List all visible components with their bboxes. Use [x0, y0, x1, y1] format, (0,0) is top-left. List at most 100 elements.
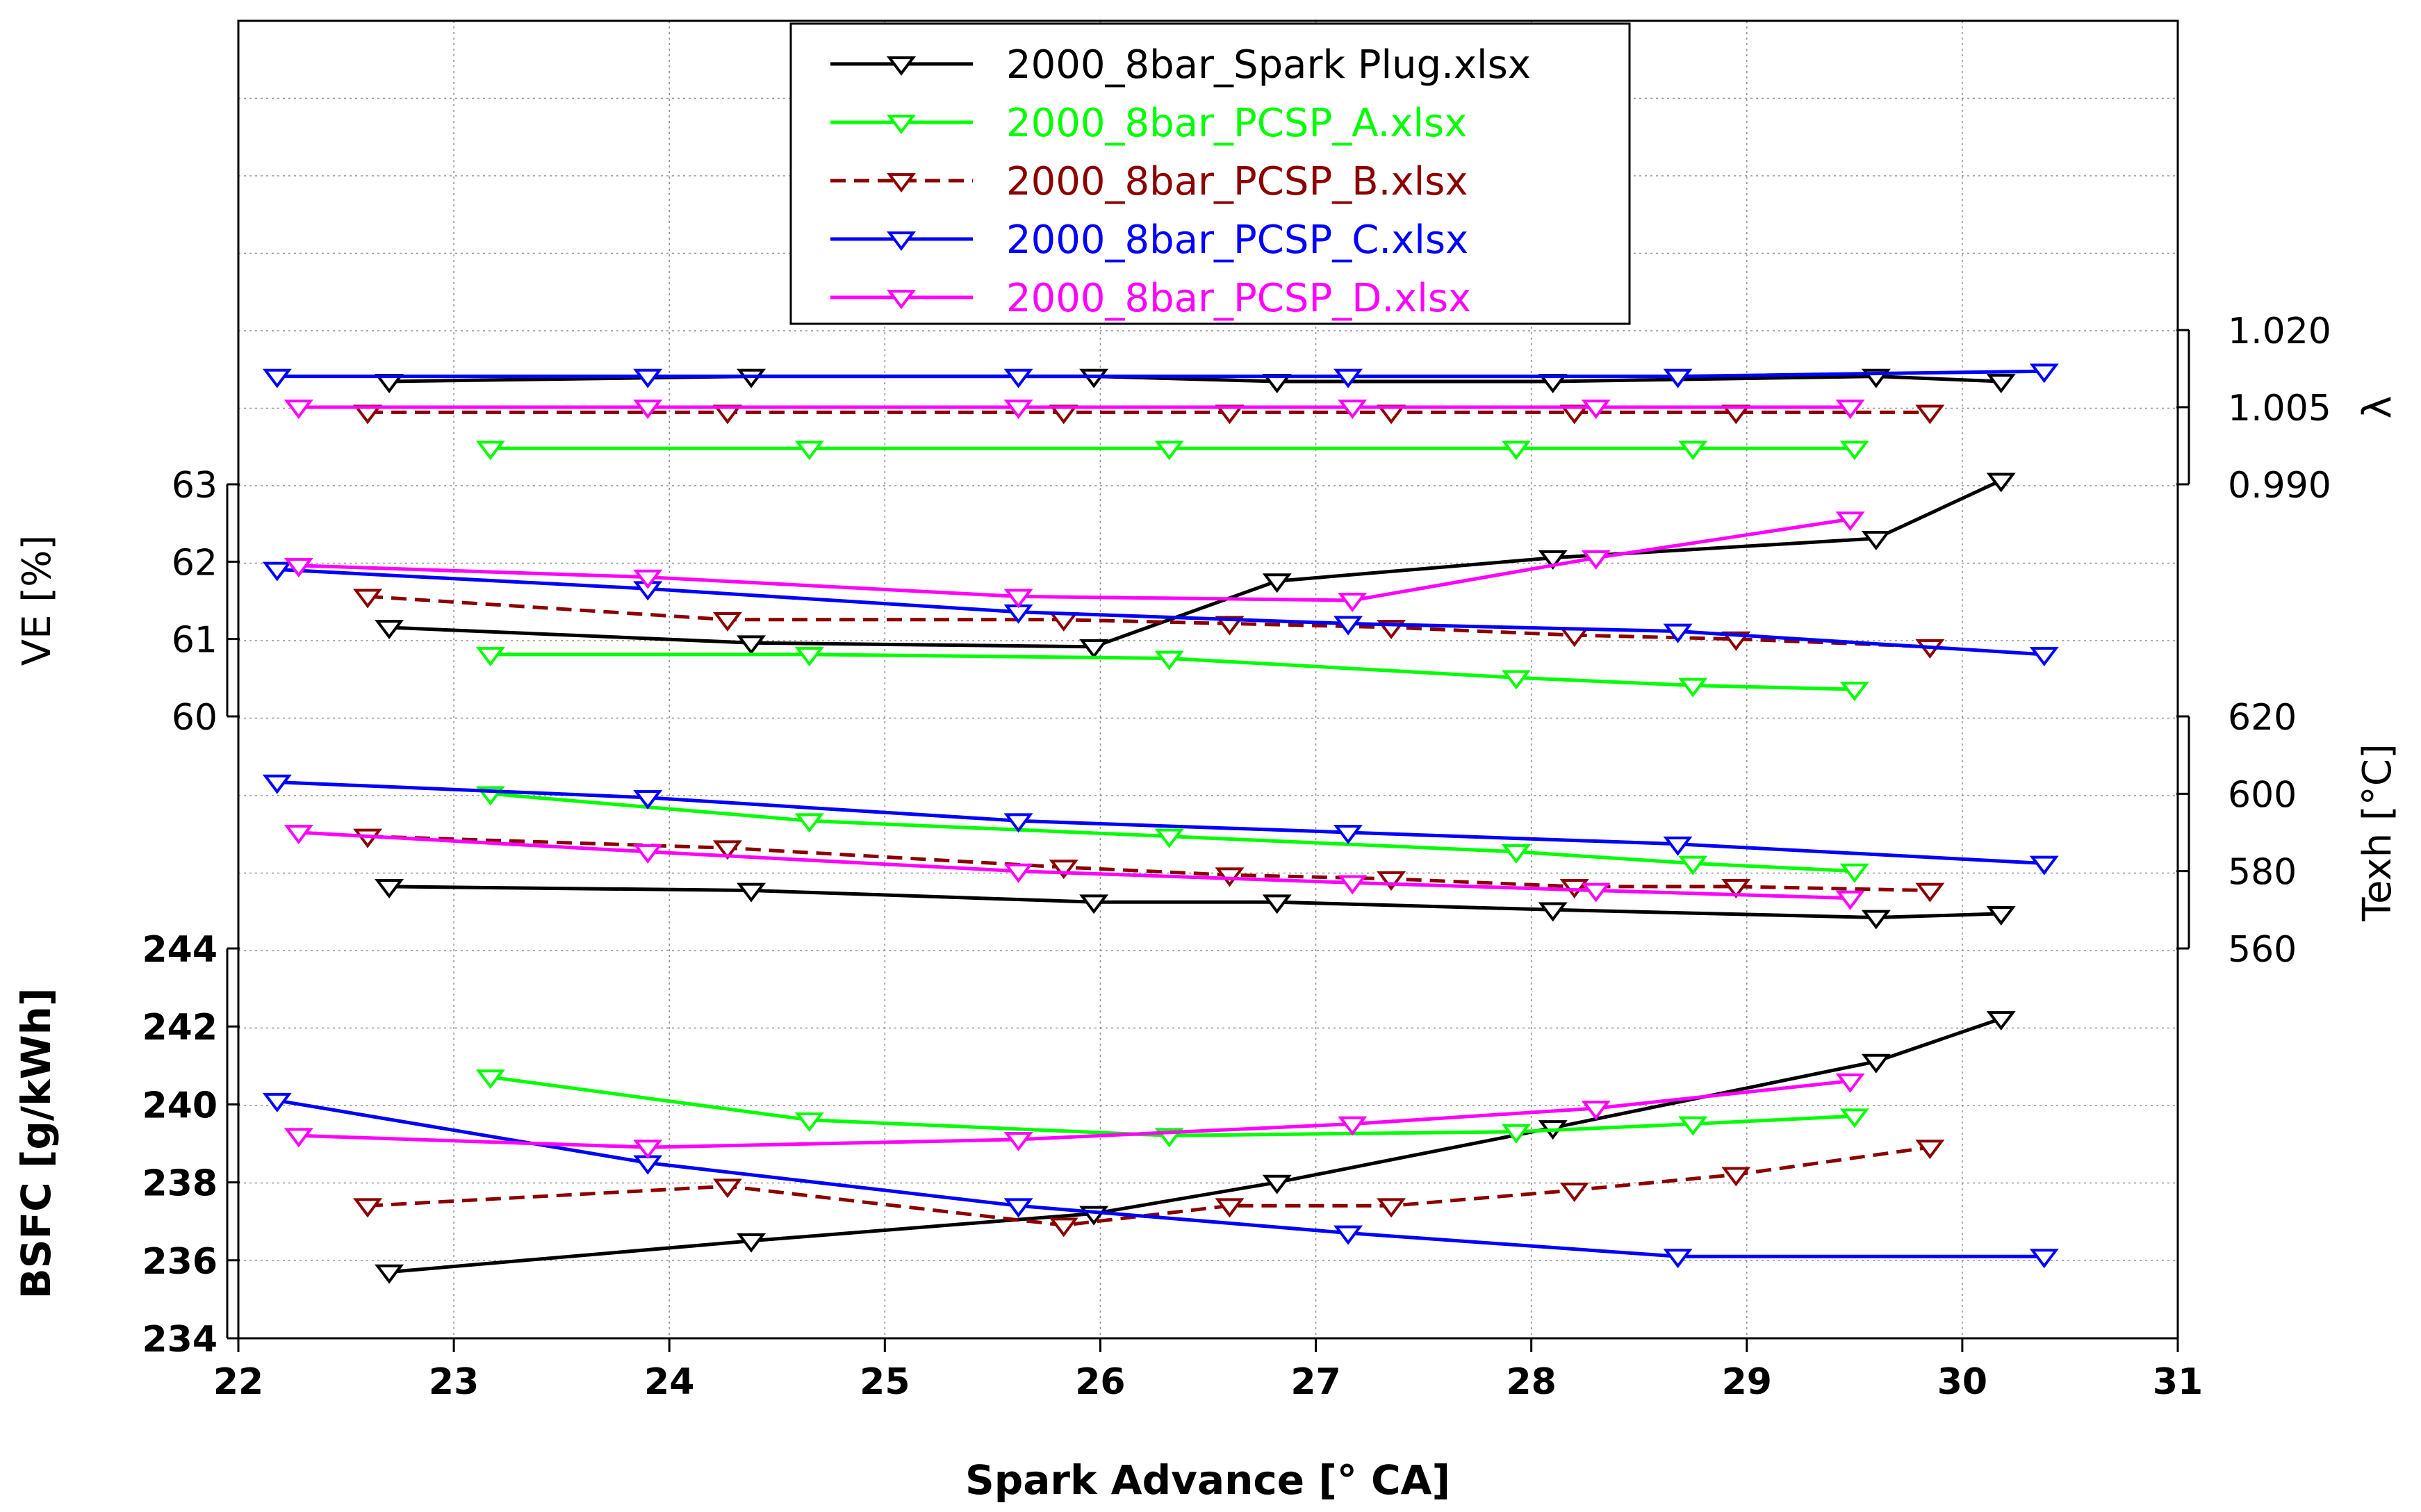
data-point [633, 844, 663, 864]
data-point [1262, 894, 1292, 914]
data-point [375, 879, 404, 898]
series-3-lambda [353, 404, 1945, 425]
data-point [737, 882, 766, 903]
series-line [298, 1079, 1850, 1149]
series-1-texh [375, 879, 2016, 930]
data-point [794, 1112, 824, 1132]
data-point [794, 647, 824, 666]
data-point [1663, 368, 1693, 388]
data-point [1861, 531, 1891, 550]
data-point [1835, 1073, 1865, 1093]
legend-label: 2000_8bar_PCSP_B.xlsx [1006, 159, 1468, 204]
data-point [1986, 472, 2016, 493]
data-point [1501, 441, 1531, 461]
legend-label: 2000_8bar_Spark Plug.xlsx [1006, 42, 1531, 88]
data-point [1915, 404, 1945, 425]
legend-item: 2000_8bar_Spark Plug.xlsx [830, 42, 1531, 88]
data-point [1154, 441, 1184, 461]
data-point [1986, 1011, 2016, 1031]
bsfc-tick-label: 240 [142, 1085, 218, 1126]
data-point [262, 561, 292, 582]
legend-label: 2000_8bar_PCSP_D.xlsx [1006, 276, 1471, 321]
x-tick-label: 23 [429, 1361, 479, 1403]
data-point [1581, 1101, 1611, 1121]
x-tick-label: 22 [213, 1361, 263, 1403]
data-point [1861, 1053, 1891, 1074]
series-line [367, 594, 1930, 649]
data-point [1338, 1116, 1368, 1136]
data-point [1215, 1198, 1245, 1218]
series-line [490, 1075, 1855, 1137]
legend-marker [886, 231, 917, 252]
x-tick-label: 27 [1290, 1361, 1340, 1403]
texh-tick-label: 580 [2228, 852, 2297, 894]
texh-axis: 560 580 600 620 Texh [°C] [2176, 697, 2400, 971]
data-point [1663, 623, 1693, 643]
data-point [262, 774, 292, 794]
legend-item: 2000_8bar_PCSP_A.xlsx [830, 101, 1467, 146]
data-point [1262, 1174, 1292, 1194]
data-point [1663, 1249, 1693, 1269]
data-point [475, 1069, 505, 1090]
series-line [277, 1099, 2044, 1258]
data-point [794, 813, 824, 833]
bsfc-tick-label: 234 [142, 1319, 218, 1361]
series-line [490, 652, 1855, 691]
data-point [475, 441, 505, 461]
legend-marker [886, 290, 917, 310]
data-point [1003, 813, 1033, 833]
data-point [1839, 1108, 1869, 1128]
data-point [1377, 1198, 1406, 1218]
series-line [367, 1145, 1930, 1227]
data-point [1839, 682, 1869, 702]
legend: 2000_8bar_Spark Plug.xlsx 2000_8bar_PCSP_… [789, 22, 1631, 325]
legend-label: 2000_8bar_PCSP_A.xlsx [1006, 101, 1467, 146]
texh-tick-label: 600 [2228, 774, 2297, 816]
data-point [1377, 871, 1406, 891]
series-line [277, 369, 2044, 379]
data-point [633, 400, 663, 420]
data-point [375, 620, 404, 640]
data-point [1003, 400, 1033, 420]
data-point [1663, 836, 1693, 856]
data-point [1835, 890, 1865, 910]
data-point [633, 1140, 663, 1160]
data-point [284, 558, 313, 577]
x-tick-label: 24 [644, 1361, 694, 1403]
series-5-texh [284, 825, 1865, 910]
ve-axis: 60 61 62 63 VE [%] [15, 465, 240, 739]
x-tick-label: 28 [1506, 1361, 1556, 1403]
data-point [1559, 1182, 1589, 1202]
data-point [712, 840, 742, 860]
data-point [737, 635, 766, 655]
series-2-texh [475, 786, 1869, 883]
legend-label: 2000_8bar_PCSP_C.xlsx [1006, 217, 1468, 263]
legend-item: 2000_8bar_PCSP_C.xlsx [830, 217, 1468, 263]
data-point [1538, 902, 1568, 922]
ve-tick-label: 63 [172, 465, 218, 507]
legend-marker [886, 56, 917, 76]
data-point [1678, 677, 1708, 698]
series-line [490, 791, 1855, 873]
x-tick-label: 31 [2153, 1361, 2203, 1403]
data-point [284, 825, 313, 845]
data-point [1986, 906, 2016, 926]
series-line [298, 517, 1850, 602]
x-tick-label: 25 [860, 1361, 910, 1403]
legend-marker [886, 173, 917, 193]
series-2-ve [475, 647, 1869, 702]
series-5-lambda [284, 400, 1865, 420]
data-point [1501, 844, 1531, 864]
texh-tick-label: 620 [2228, 697, 2297, 739]
data-point [1721, 1167, 1751, 1187]
data-point [1915, 1140, 1945, 1160]
texh-tick-label: 560 [2228, 929, 2297, 971]
series-4-ve [262, 561, 2059, 666]
data-point [1678, 855, 1708, 876]
series-line [298, 830, 1850, 901]
data-point [1581, 882, 1611, 903]
x-tick-label: 26 [1075, 1361, 1125, 1403]
data-point [712, 611, 742, 632]
data-point [1861, 910, 1891, 930]
data-point [1333, 616, 1363, 636]
